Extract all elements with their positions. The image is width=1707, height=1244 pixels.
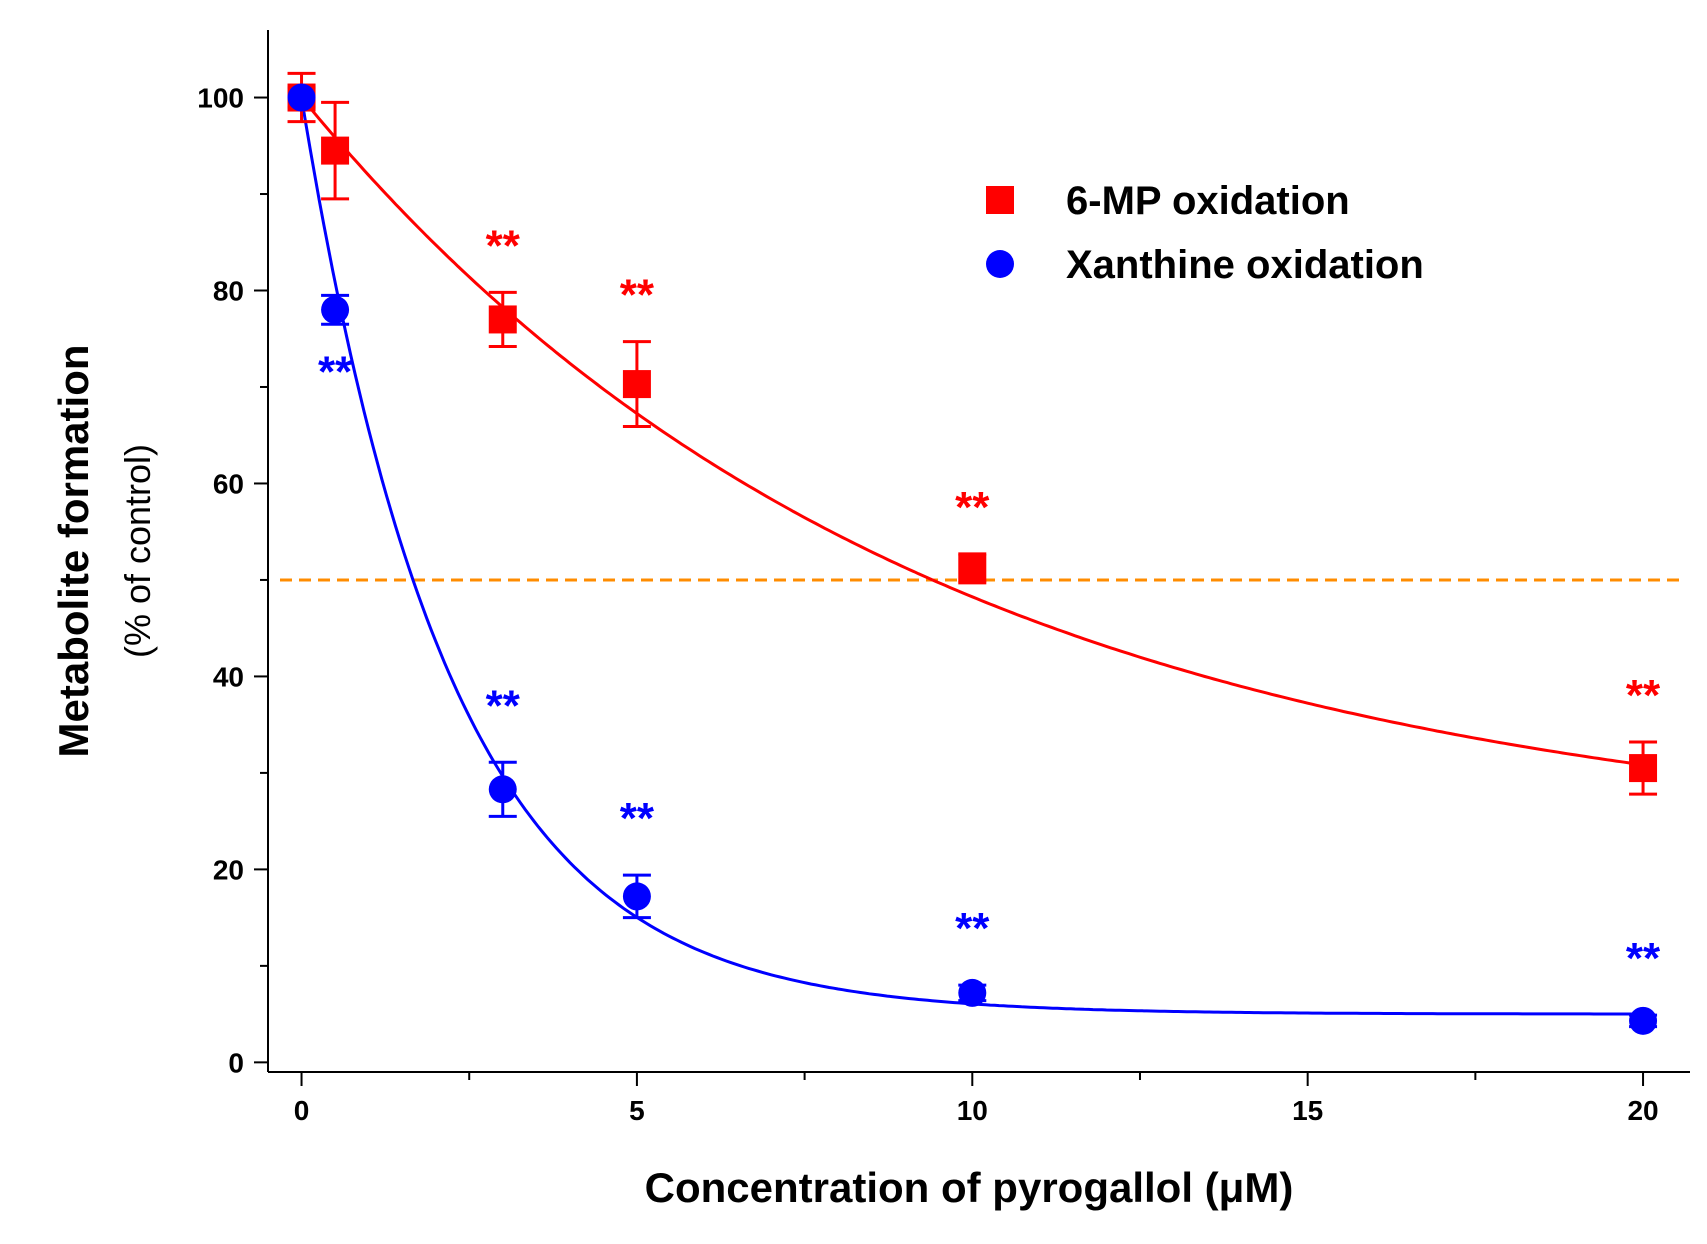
data-point-square <box>321 136 350 165</box>
legend-marker-circle <box>986 250 1014 278</box>
data-point-square <box>488 305 517 334</box>
significance-marker: ** <box>955 904 990 953</box>
significance-marker: ** <box>318 347 353 396</box>
data-point-square <box>958 554 987 583</box>
axes: 0 5 10 15 20 0 20 40 60 80 100 <box>197 30 1690 1126</box>
legend-marker-square <box>986 186 1014 214</box>
y-tick-label: 0 <box>228 1047 244 1078</box>
data-points <box>287 83 1658 1035</box>
significance-marker: ** <box>620 794 655 843</box>
y-tick-label: 40 <box>213 661 244 692</box>
y-tick-label: 60 <box>213 468 244 499</box>
legend-label: Xanthine oxidation <box>1066 243 1424 287</box>
data-point-square <box>622 370 651 399</box>
error-bars <box>287 71 1658 1029</box>
x-tick-label: 15 <box>1292 1095 1323 1126</box>
x-axis-title: Concentration of pyrogallol (μM) <box>645 1164 1294 1211</box>
legend: 6-MP oxidation Xanthine oxidation <box>986 179 1424 287</box>
significance-markers: ** ** ** ** ** ** ** ** ** <box>318 221 1661 983</box>
significance-marker: ** <box>955 483 990 532</box>
x-tick-label: 0 <box>294 1095 310 1126</box>
x-tick-label: 5 <box>629 1095 645 1126</box>
data-point-circle <box>1629 1006 1658 1035</box>
y-tick-label: 20 <box>213 854 244 885</box>
data-point-circle <box>622 882 651 911</box>
y-axis-title: Metabolite formation <box>50 344 97 757</box>
significance-marker: ** <box>1626 934 1661 983</box>
fit-curve-0 <box>300 96 1644 767</box>
y-tick-label: 80 <box>213 276 244 307</box>
significance-marker: ** <box>486 681 521 730</box>
significance-marker: ** <box>486 221 521 270</box>
data-point-circle <box>958 978 987 1007</box>
data-point-circle <box>488 775 517 804</box>
data-point-circle <box>287 83 316 112</box>
data-point-square <box>1629 754 1658 783</box>
x-tick-label: 20 <box>1627 1095 1658 1126</box>
y-axis-subtitle: (% of control) <box>117 444 158 658</box>
significance-marker: ** <box>1626 671 1661 720</box>
y-tick-label: 100 <box>197 83 244 114</box>
significance-marker: ** <box>620 271 655 320</box>
legend-label: 6-MP oxidation <box>1066 179 1350 223</box>
x-tick-label: 10 <box>957 1095 988 1126</box>
data-point-circle <box>321 295 350 324</box>
